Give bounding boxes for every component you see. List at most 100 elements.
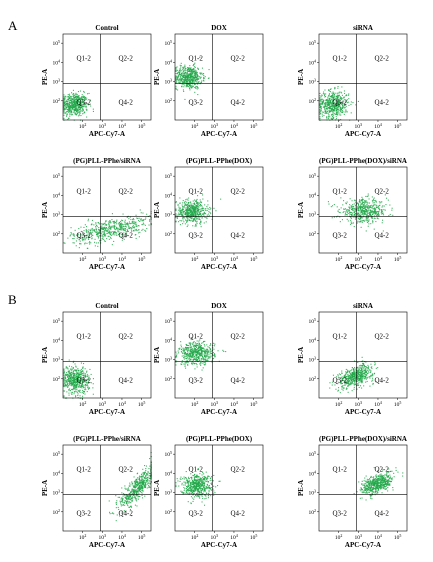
scatter-point <box>345 94 347 96</box>
quadrant-label: Q1-2 <box>189 55 204 63</box>
scatter-point <box>67 375 69 377</box>
scatter-point <box>80 97 82 99</box>
scatter-point <box>203 350 205 352</box>
scatter-point <box>371 374 373 376</box>
scatter-point <box>191 217 193 219</box>
scatter-point <box>202 209 204 211</box>
scatter-point <box>118 223 120 225</box>
scatter-point <box>186 207 188 209</box>
scatter-point <box>360 371 362 373</box>
scatter-point <box>367 215 369 217</box>
scatter-point <box>80 373 82 375</box>
scatter-point <box>134 234 136 236</box>
scatter-point <box>130 506 132 508</box>
scatter-point <box>71 92 73 94</box>
scatter-point <box>178 70 180 72</box>
scatter-point <box>183 211 185 213</box>
scatter-point <box>195 83 197 85</box>
scatter-point <box>195 351 197 353</box>
scatter-point <box>344 214 346 216</box>
scatter-point <box>320 103 322 105</box>
scatter-point <box>369 206 371 208</box>
scatter-point <box>109 220 111 222</box>
scatter-point <box>372 220 374 222</box>
scatter-point <box>140 484 142 486</box>
scatter-point <box>79 376 81 378</box>
y-tick-label: 104 <box>53 191 61 199</box>
scatter-point <box>71 107 73 109</box>
scatter-point <box>341 101 343 103</box>
scatter-points <box>63 89 94 121</box>
scatter-point <box>109 220 111 222</box>
scatter-point <box>75 395 77 397</box>
scatter-point <box>363 369 365 371</box>
scatter-point <box>64 108 66 110</box>
scatter-point <box>339 104 341 106</box>
scatter-point <box>355 378 357 380</box>
scatter-point <box>333 109 335 111</box>
scatter-point <box>179 210 181 212</box>
scatter-point <box>72 101 74 103</box>
scatter-point <box>68 379 70 381</box>
plot-title: DOX <box>211 24 227 32</box>
quadrant-label: Q3-2 <box>189 232 204 240</box>
scatter-point <box>183 67 185 69</box>
scatter-point <box>192 203 194 205</box>
scatter-point <box>208 354 210 356</box>
scatter-point <box>319 109 321 111</box>
scatter-point <box>189 80 191 82</box>
scatter-point <box>368 376 370 378</box>
scatter-point <box>328 103 330 105</box>
scatter-point <box>333 106 335 108</box>
scatter-point <box>199 205 201 207</box>
scatter-point <box>184 77 186 79</box>
scatter-point <box>76 102 78 104</box>
scatter-point <box>80 368 82 370</box>
scatter-point <box>69 372 71 374</box>
scatter-point <box>357 374 359 376</box>
scatter-point <box>94 241 96 243</box>
scatter-point <box>64 379 66 381</box>
scatter-point <box>191 212 193 214</box>
scatter-point <box>319 104 321 106</box>
scatter-point <box>74 381 76 383</box>
scatter-point <box>195 206 197 208</box>
scatter-point <box>350 370 352 372</box>
scatter-point <box>85 228 87 230</box>
scatter-point <box>181 362 183 364</box>
scatter-point <box>187 211 189 213</box>
scatter-point <box>75 376 77 378</box>
scatter-point <box>72 382 74 384</box>
scatter-point <box>353 203 355 205</box>
scatter-point <box>348 383 350 385</box>
scatter-point <box>324 106 326 108</box>
scatter-point <box>374 212 376 214</box>
scatter-point <box>351 375 353 377</box>
scatter-point <box>113 226 115 228</box>
scatter-point <box>193 207 195 209</box>
scatter-point <box>197 87 199 89</box>
scatter-point <box>199 77 201 79</box>
scatter-point <box>113 232 115 234</box>
scatter-point <box>74 108 76 110</box>
scatter-point <box>187 83 189 85</box>
scatter-point <box>86 382 88 384</box>
scatter-point <box>96 234 98 236</box>
scatter-point <box>338 211 340 213</box>
scatter-point <box>70 102 72 104</box>
scatter-point <box>204 358 206 360</box>
scatter-point <box>187 203 189 205</box>
scatter-point <box>370 363 372 365</box>
scatter-point <box>108 222 110 224</box>
scatter-point <box>72 242 74 244</box>
scatter-point <box>374 208 376 210</box>
scatter-point <box>66 374 68 376</box>
scatter-point <box>368 371 370 373</box>
scatter-point <box>70 375 72 377</box>
scatter-point <box>73 379 75 381</box>
scatter-points <box>175 56 210 100</box>
scatter-point <box>185 348 187 350</box>
scatter-point <box>120 228 122 230</box>
scatter-point <box>187 364 189 366</box>
x-tick-label: 105 <box>138 400 146 408</box>
